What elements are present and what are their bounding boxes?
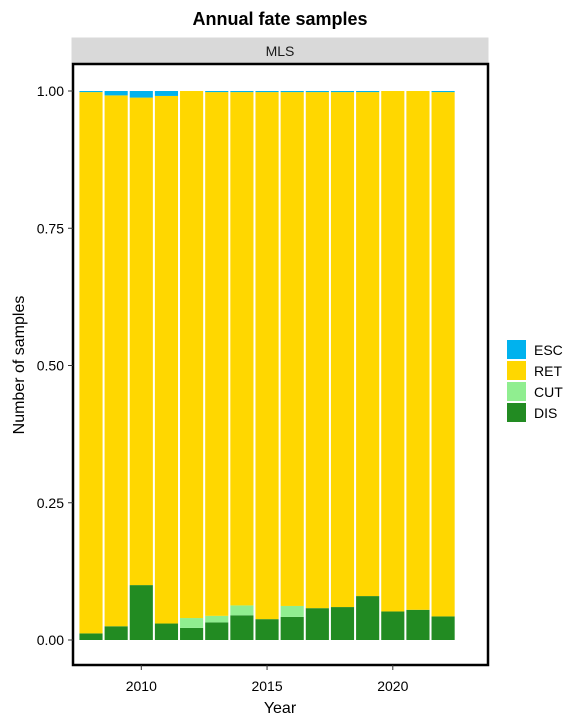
bar-segment-dis-2009 — [104, 626, 128, 640]
bar-segment-dis-2008 — [79, 633, 103, 640]
y-tick-label: 0.75 — [37, 220, 64, 236]
x-tick-label: 2015 — [251, 678, 282, 694]
bar-segment-esc-2010 — [129, 91, 153, 98]
bar-segment-dis-2021 — [406, 609, 430, 640]
y-axis: 0.00 0.25 0.50 0.75 1.00 — [37, 83, 73, 648]
x-axis: 2010 2015 2020 — [126, 665, 409, 694]
facet-strip-label: MLS — [266, 43, 295, 59]
bar-segment-ret-2012 — [180, 91, 204, 619]
bar-segment-esc-2017 — [305, 91, 329, 93]
legend: ESC RET CUT DIS — [507, 340, 563, 422]
bar-segment-ret-2014 — [230, 92, 254, 606]
y-axis-label: Number of samples — [11, 296, 28, 435]
legend-key-esc — [507, 340, 526, 359]
bar-segment-esc-2011 — [154, 91, 179, 96]
bar-segment-ret-2010 — [129, 97, 153, 586]
bar-segment-ret-2021 — [406, 91, 430, 610]
bar-segment-dis-2016 — [280, 616, 304, 640]
legend-key-ret — [507, 361, 526, 380]
y-tick-label: 0.50 — [37, 358, 64, 374]
bar-segment-dis-2017 — [305, 608, 329, 640]
bar-segment-ret-2017 — [305, 92, 329, 609]
bar-segment-ret-2018 — [330, 92, 355, 608]
bar-segment-esc-2019 — [356, 91, 380, 93]
x-axis-label: Year — [264, 700, 297, 717]
bar-segment-ret-2016 — [280, 92, 304, 606]
bar-segment-esc-2008 — [79, 91, 103, 93]
bar-segment-esc-2015 — [255, 91, 279, 93]
legend-label-ret: RET — [534, 363, 562, 379]
bar-segment-esc-2022 — [431, 91, 455, 93]
bar-segment-cut-2016 — [280, 605, 304, 617]
bar-segment-dis-2010 — [129, 585, 153, 640]
bars-layer — [79, 91, 455, 640]
legend-label-dis: DIS — [534, 405, 557, 421]
bar-segment-dis-2019 — [356, 596, 380, 640]
facet-strip — [71, 37, 489, 64]
bar-segment-dis-2022 — [431, 616, 455, 640]
bar-segment-ret-2008 — [79, 92, 103, 634]
bar-segment-ret-2013 — [205, 92, 229, 616]
legend-label-esc: ESC — [534, 342, 563, 358]
legend-key-dis — [507, 403, 526, 422]
bar-segment-ret-2011 — [154, 95, 179, 624]
bar-segment-dis-2011 — [154, 623, 179, 640]
chart-title: Annual fate samples — [192, 9, 367, 29]
bar-segment-dis-2014 — [230, 615, 254, 640]
x-tick-label: 2010 — [126, 678, 157, 694]
bar-segment-esc-2013 — [205, 91, 229, 93]
y-tick-label: 0.25 — [37, 495, 64, 511]
legend-label-cut: CUT — [534, 384, 563, 400]
bar-segment-dis-2013 — [205, 622, 229, 640]
bar-segment-esc-2009 — [104, 91, 128, 96]
y-tick-label: 0.00 — [37, 632, 64, 648]
bar-segment-esc-2016 — [280, 91, 304, 93]
bar-segment-dis-2012 — [180, 627, 204, 640]
bar-segment-ret-2009 — [104, 95, 128, 627]
bar-segment-cut-2012 — [180, 618, 204, 628]
bar-segment-dis-2018 — [330, 607, 355, 640]
panel-border — [71, 62, 490, 667]
bar-segment-cut-2014 — [230, 605, 254, 616]
bar-segment-dis-2020 — [381, 611, 405, 640]
bar-segment-esc-2014 — [230, 91, 254, 93]
bar-segment-dis-2015 — [255, 619, 279, 640]
y-tick-label: 1.00 — [37, 83, 64, 99]
x-tick-label: 2020 — [377, 678, 408, 694]
bar-segment-ret-2022 — [431, 92, 455, 617]
bar-segment-esc-2018 — [330, 91, 355, 93]
bar-segment-ret-2015 — [255, 92, 279, 620]
bar-segment-cut-2013 — [205, 615, 229, 623]
bar-segment-ret-2020 — [381, 91, 405, 612]
legend-key-cut — [507, 382, 526, 401]
bar-segment-ret-2019 — [356, 92, 380, 597]
